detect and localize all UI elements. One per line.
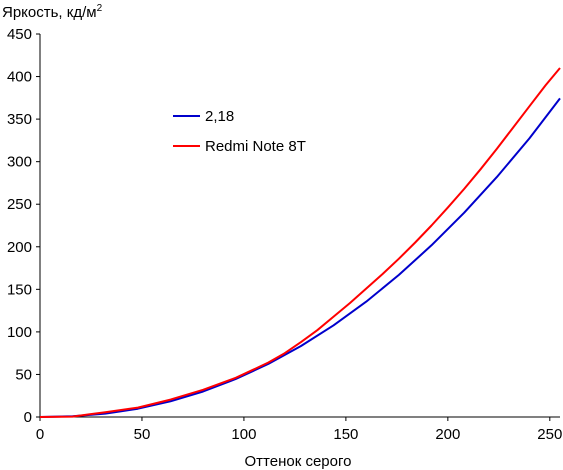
y-tick-label: 350 — [7, 111, 32, 128]
legend-label-blue: 2,18 — [205, 108, 234, 125]
series-layer — [39, 67, 561, 418]
y-tick-label: 250 — [7, 196, 32, 213]
y-tick-label: 200 — [7, 239, 32, 256]
x-tick-label: 100 — [231, 426, 256, 443]
y-tick-label: 400 — [7, 69, 32, 86]
legend-label-red: Redmi Note 8T — [205, 138, 306, 155]
series-line-redmi-note-8t — [39, 67, 561, 418]
y-tick-label: 0 — [24, 409, 32, 426]
y-tick-label: 300 — [7, 154, 32, 171]
y-axis-title-superscript: 2 — [97, 3, 103, 14]
y-tick-label: 450 — [7, 26, 32, 43]
y-tick-label: 100 — [7, 324, 32, 341]
y-axis-title-main: Яркость, кд/м — [2, 4, 97, 21]
x-tick-label: 200 — [435, 426, 460, 443]
legend: 2,18 Redmi Note 8T — [173, 108, 306, 155]
y-tick-label: 50 — [15, 366, 32, 383]
x-axis-title: Оттенок серого — [245, 453, 352, 470]
plot-area — [39, 34, 560, 418]
y-axis-title: Яркость, кд/м2 — [2, 3, 103, 21]
x-axis-ticks: 0 50 100 150 200 250 — [36, 417, 562, 443]
x-tick-label: 0 — [36, 426, 44, 443]
y-axis-ticks: 0 50 100 150 200 250 300 350 400 450 — [7, 26, 40, 426]
x-tick-label: 150 — [333, 426, 358, 443]
x-tick-label: 50 — [134, 426, 151, 443]
x-tick-label: 250 — [537, 426, 562, 443]
y-tick-label: 150 — [7, 281, 32, 298]
series-line-gamma-2-18 — [39, 97, 561, 418]
